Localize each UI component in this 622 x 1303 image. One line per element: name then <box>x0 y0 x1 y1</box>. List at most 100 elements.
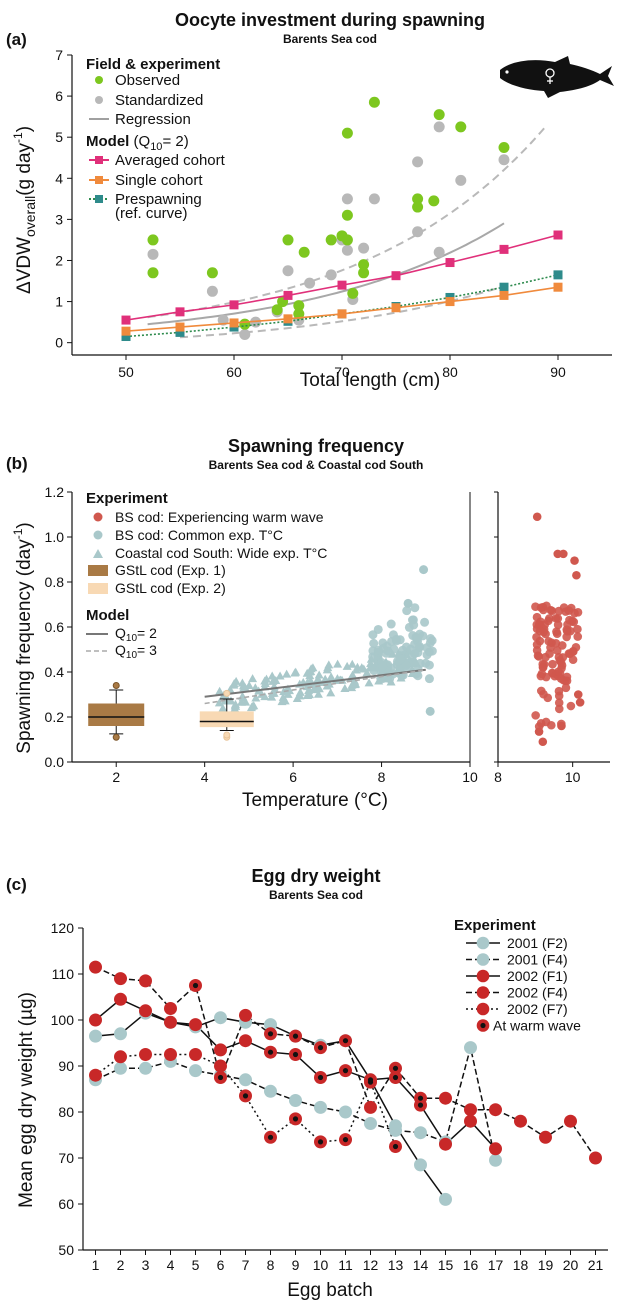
warm-wave-point <box>534 727 544 736</box>
legend-marker-c <box>476 986 490 999</box>
warm-wave-point <box>557 721 566 731</box>
common-point <box>406 644 416 654</box>
series-point <box>464 1041 477 1055</box>
standardized-point <box>358 242 370 254</box>
legend-averaged: Averaged cohort <box>115 152 226 169</box>
series-point <box>239 1008 252 1022</box>
legend-marker-coastal <box>93 549 103 558</box>
observed-point <box>239 318 251 330</box>
coastal-point <box>333 659 343 668</box>
coastal-point <box>251 693 261 702</box>
warm-wave-point <box>534 620 544 629</box>
panel-c-ytick-label: 90 <box>58 1058 74 1074</box>
coastal-point <box>314 670 324 679</box>
panel-c-ytick-label: 110 <box>52 966 75 982</box>
legend-marker-c <box>476 1002 490 1016</box>
series-line <box>95 966 597 1159</box>
warm-wave-point <box>537 669 547 679</box>
series-point <box>189 1018 202 1032</box>
legend-label-c: 2002 (F7) <box>507 1001 568 1017</box>
common-point <box>420 617 430 627</box>
warm-wave-dot <box>292 1033 299 1039</box>
panel-c-ytick-label: 80 <box>58 1104 74 1120</box>
panel-b-title: Spawning frequency <box>228 436 404 456</box>
common-point <box>410 603 420 613</box>
panel-a-ytick-label: 1 <box>55 294 63 310</box>
observed-point <box>206 267 218 279</box>
averaged-marker <box>391 271 401 281</box>
coastal-point <box>248 674 258 683</box>
legend-marker-observed <box>95 76 103 84</box>
series-point <box>414 1158 427 1172</box>
panel-b-xtick-label: 2 <box>112 769 120 785</box>
coastal-point <box>260 679 270 688</box>
averaged-marker <box>337 280 347 290</box>
legend-marker-gstl1 <box>88 565 108 576</box>
series-point <box>264 1018 277 1032</box>
warm-wave-dot <box>267 1031 274 1037</box>
prespawning-marker <box>499 282 509 292</box>
panel-c-xtick-label: 15 <box>438 1257 454 1273</box>
common-point <box>409 620 419 630</box>
legend-marker-c <box>476 936 490 950</box>
standardized-point <box>433 246 445 258</box>
panel-c-xtick-label: 4 <box>167 1257 175 1273</box>
panel-c-xlabel: Egg batch <box>287 1280 373 1301</box>
warm-wave-point <box>554 686 564 696</box>
box-body <box>88 703 145 726</box>
warm-wave-point <box>545 614 554 623</box>
coastal-point <box>269 688 279 697</box>
coastal-point <box>238 693 248 702</box>
observed-point <box>282 234 294 246</box>
series-point <box>139 1004 152 1018</box>
regression-lower-ci <box>179 285 505 339</box>
legend-marker-c <box>476 953 490 966</box>
panel-c-xtick-label: 11 <box>338 1257 353 1273</box>
common-point <box>413 633 423 643</box>
warm-wave-dot <box>192 982 199 989</box>
common-point <box>402 606 412 616</box>
panel-a-ytick-label: 5 <box>55 129 63 145</box>
warm-wave-point <box>536 603 546 612</box>
legend-marker-standardized <box>95 96 103 104</box>
standardized-point <box>147 248 159 260</box>
coastal-point <box>250 683 260 692</box>
coastal-point <box>240 683 250 692</box>
coastal-point <box>313 689 323 698</box>
warm-wave-point <box>564 649 574 658</box>
warm-wave-point <box>565 615 574 625</box>
series-line <box>95 998 497 1150</box>
legend-q3: Q10= 3 <box>115 642 157 661</box>
panel-b-xtick-label: 8 <box>378 769 386 785</box>
warm-wave-dot <box>417 1102 424 1108</box>
legend-marker-warm <box>93 512 103 522</box>
warm-wave-point <box>548 659 557 669</box>
series-point <box>89 960 102 974</box>
coastal-point <box>304 667 314 676</box>
single-marker <box>445 297 455 307</box>
observed-point <box>358 259 370 271</box>
panel-b-ytick-label: 0.6 <box>45 619 65 635</box>
series-line <box>95 1012 447 1200</box>
common-point <box>378 661 388 671</box>
legend-gstl1: GStL cod (Exp. 1) <box>115 562 226 578</box>
legend-header-experiment-c: Experiment <box>454 917 536 934</box>
box-outlier <box>112 682 120 689</box>
coastal-point <box>308 663 318 672</box>
legend-header-model: Model (Q10= 2) <box>86 133 189 153</box>
warm-wave-point <box>557 641 567 650</box>
legend-header-model-b: Model <box>86 607 129 624</box>
coastal-point <box>246 703 256 712</box>
standardized-point <box>433 121 445 133</box>
standardized-point <box>412 156 424 168</box>
series-point <box>314 1100 327 1114</box>
panel-c-xtick-label: 6 <box>217 1257 225 1273</box>
legend-single: Single cohort <box>115 172 203 189</box>
coastal-point <box>218 703 228 712</box>
warm-wave-point <box>568 655 578 665</box>
warm-wave-dot <box>292 1116 299 1122</box>
legend-standardized: Standardized <box>115 92 203 109</box>
coastal-point <box>278 692 288 701</box>
coastal-point <box>347 659 357 668</box>
